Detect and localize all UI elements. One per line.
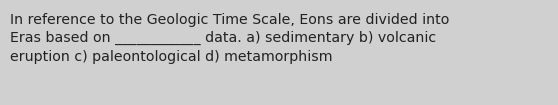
Text: In reference to the Geologic Time Scale, Eons are divided into
Eras based on ___: In reference to the Geologic Time Scale,… [10,13,449,64]
